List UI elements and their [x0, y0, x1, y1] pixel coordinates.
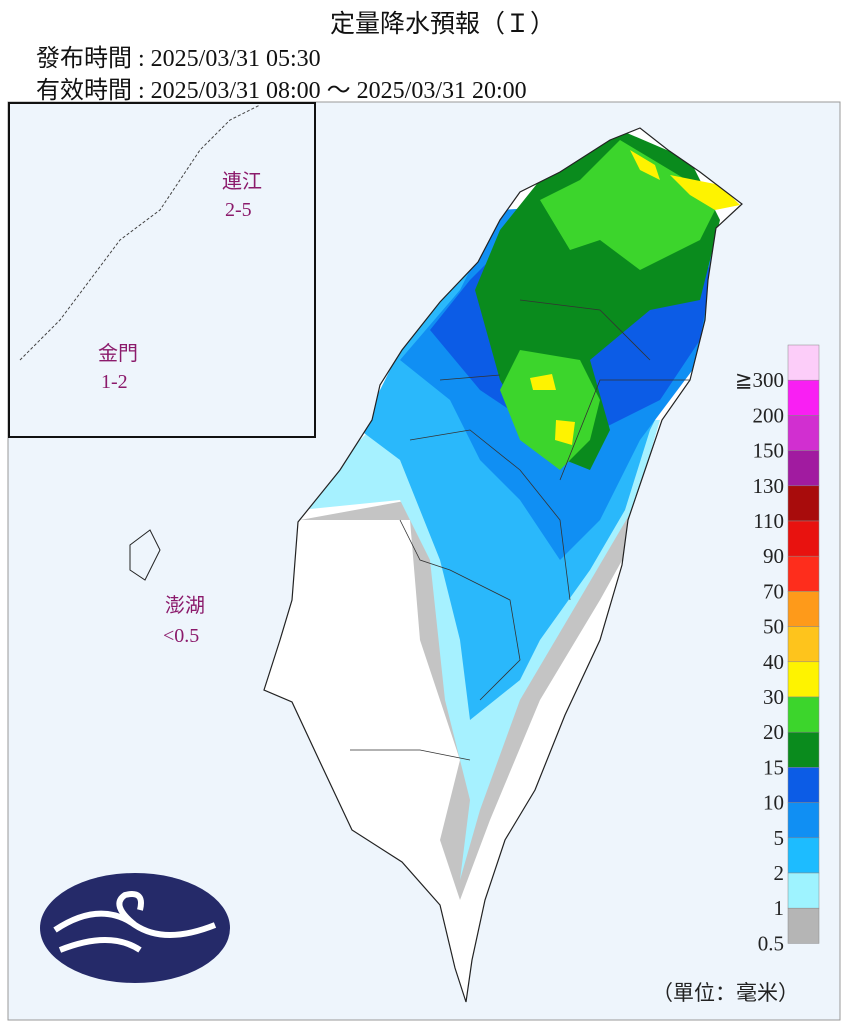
legend-label: 10 — [763, 791, 784, 815]
legend-label: 20 — [763, 720, 784, 744]
legend-swatch — [787, 872, 820, 909]
legend-label: 50 — [763, 615, 784, 639]
legend-label: 200 — [753, 403, 785, 427]
penghu-value: <0.5 — [163, 625, 199, 647]
inset-coast — [19, 104, 261, 361]
legend-label: 70 — [763, 579, 784, 603]
inset-name: 金門 — [98, 342, 138, 365]
legend-swatch — [787, 626, 820, 663]
legend-swatch — [787, 731, 820, 768]
legend-swatch — [787, 344, 820, 381]
legend-swatch — [787, 450, 820, 487]
legend-swatch — [787, 767, 820, 803]
legend-label: 40 — [763, 650, 784, 674]
legend-swatch — [787, 837, 820, 874]
legend-label: 1 — [774, 896, 785, 920]
title: 定量降水預報（Ｉ） — [330, 11, 556, 38]
unit-label: （單位：毫米） — [652, 981, 799, 1005]
legend-swatch — [787, 520, 820, 557]
inset-name: 連江 — [222, 170, 262, 193]
valid-time: 有效時間 : 2025/03/31 08:00 ～ 2025/03/31 20:… — [36, 78, 527, 104]
issued-time: 發布時間 : 2025/03/31 05:30 — [36, 46, 321, 72]
legend-swatch — [787, 661, 820, 698]
legend-label: 130 — [753, 474, 785, 498]
county-borders — [350, 299, 690, 761]
legend-swatch — [787, 415, 820, 451]
legend-swatch — [787, 555, 820, 592]
legend-label: ≧300 — [735, 368, 784, 392]
legend-label: 90 — [763, 544, 784, 568]
legend-swatch — [787, 485, 820, 522]
inset-box — [8, 102, 316, 438]
legend-label: 150 — [753, 439, 785, 463]
legend-label: 5 — [774, 826, 785, 850]
legend-swatch — [787, 591, 820, 627]
penghu-name: 澎湖 — [165, 594, 205, 617]
legend-swatch — [787, 802, 820, 839]
legend-swatch — [787, 907, 820, 944]
legend-label: 30 — [763, 685, 784, 709]
logo-swirl — [53, 891, 217, 953]
inset-value: 1-2 — [101, 371, 128, 393]
inset-value: 2-5 — [225, 199, 252, 221]
penghu-outline — [129, 529, 161, 581]
legend-label: 0.5 — [758, 931, 784, 955]
legend-label: 2 — [774, 861, 785, 885]
legend-label: 110 — [753, 509, 784, 533]
legend-label: 15 — [763, 755, 784, 779]
legend-swatch — [787, 379, 820, 416]
legend-swatch — [787, 696, 820, 733]
